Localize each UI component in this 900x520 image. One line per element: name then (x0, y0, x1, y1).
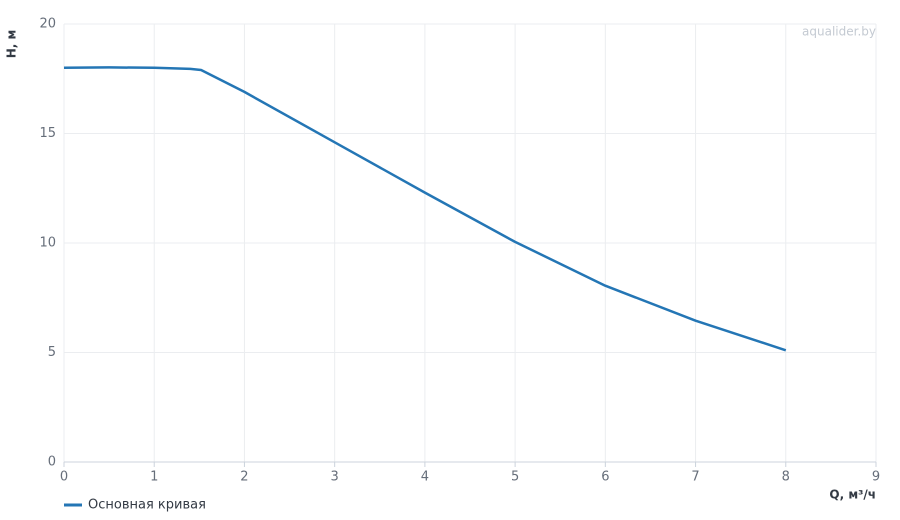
y-tick-label: 20 (39, 17, 56, 32)
x-tick-label: 6 (601, 470, 609, 485)
x-tick-label: 4 (421, 470, 429, 485)
x-axis-title: Q, м³/ч (829, 488, 876, 502)
y-tick-label: 0 (48, 455, 56, 470)
y-tick-label: 15 (39, 126, 56, 141)
x-tick-label: 5 (511, 470, 519, 485)
curve (63, 66, 787, 352)
x-tick-label: 2 (240, 470, 248, 485)
y-tick-label: 5 (48, 345, 56, 360)
legend-label: Основная кривая (88, 498, 206, 513)
watermark: aqualider.by (802, 25, 876, 39)
x-tick-label: 7 (691, 470, 699, 485)
y-tick-label: 10 (39, 236, 56, 251)
y-axis-title: H, м (5, 30, 19, 59)
x-tick-label: 3 (331, 470, 339, 485)
x-tick-label: 8 (782, 470, 790, 485)
x-tick-label: 1 (150, 470, 158, 485)
x-tick-label: 9 (872, 470, 880, 485)
x-tick-label: 0 (60, 470, 68, 485)
